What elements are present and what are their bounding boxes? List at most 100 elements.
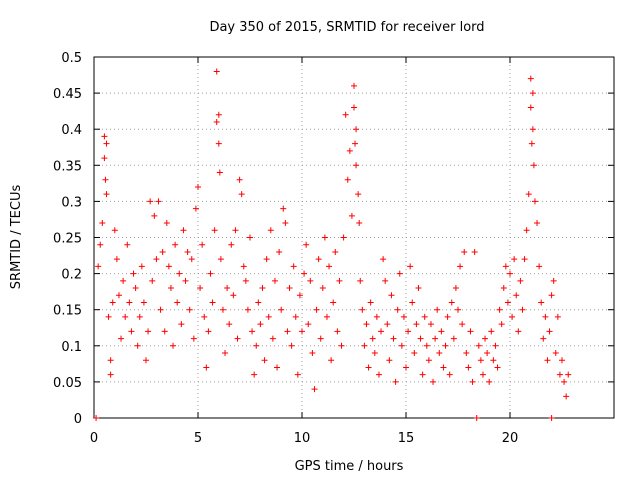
data-point	[276, 248, 283, 255]
x-tick-label: 20	[502, 431, 519, 446]
data-point	[548, 292, 555, 299]
data-point	[361, 342, 368, 349]
data-point	[500, 285, 507, 292]
data-point	[157, 306, 164, 313]
data-point	[356, 220, 363, 227]
data-point	[305, 321, 312, 328]
data-point	[536, 263, 543, 270]
x-axis-label: GPS time / hours	[295, 459, 404, 474]
data-point	[234, 335, 241, 342]
data-point	[400, 313, 407, 320]
data-point	[561, 378, 568, 385]
data-point	[328, 357, 335, 364]
x-tick-label: 5	[194, 431, 202, 446]
y-tick-label: 0.5	[61, 51, 82, 66]
data-point	[427, 321, 434, 328]
data-point	[138, 263, 145, 270]
data-point	[353, 162, 360, 169]
y-tick-label: 0.45	[53, 87, 82, 102]
data-point	[240, 263, 247, 270]
data-point	[330, 299, 337, 306]
data-point	[509, 313, 516, 320]
grid	[94, 57, 614, 418]
data-point	[151, 212, 158, 219]
data-point	[450, 335, 457, 342]
data-point	[529, 126, 536, 133]
data-point	[340, 234, 347, 241]
data-point	[348, 212, 355, 219]
y-tick-label: 0.35	[53, 159, 82, 174]
data-point	[307, 277, 314, 284]
data-point	[282, 220, 289, 227]
data-point	[477, 357, 484, 364]
data-point	[444, 313, 451, 320]
data-point	[373, 313, 380, 320]
data-point	[490, 357, 497, 364]
data-point	[523, 227, 530, 234]
data-point	[190, 335, 197, 342]
data-point	[107, 357, 114, 364]
data-point	[288, 342, 295, 349]
data-point	[434, 306, 441, 313]
data-point	[448, 299, 455, 306]
data-point	[301, 270, 308, 277]
data-point	[346, 147, 353, 154]
data-point	[423, 342, 430, 349]
data-point	[479, 371, 486, 378]
data-point	[417, 335, 424, 342]
data-point	[244, 306, 251, 313]
data-point	[232, 227, 239, 234]
data-point	[351, 104, 357, 111]
data-point	[101, 155, 108, 162]
data-point	[280, 205, 287, 212]
data-point	[378, 328, 385, 335]
data-point	[255, 299, 262, 306]
data-point	[407, 263, 414, 270]
data-point	[167, 285, 174, 292]
data-point	[238, 191, 245, 198]
data-point	[182, 277, 189, 284]
data-point	[163, 220, 170, 227]
data-point	[425, 357, 432, 364]
data-point	[463, 350, 470, 357]
data-point	[201, 313, 208, 320]
data-point	[242, 277, 249, 284]
data-point	[257, 321, 264, 328]
data-point	[484, 350, 491, 357]
data-point	[134, 342, 141, 349]
data-point	[215, 111, 222, 118]
data-point	[534, 220, 541, 227]
data-point	[421, 313, 428, 320]
x-tick-labels: 0 5 10 15 20	[90, 431, 518, 446]
data-point	[224, 285, 231, 292]
y-tick-label: 0.1	[61, 340, 82, 355]
data-point	[143, 357, 149, 364]
data-point	[352, 140, 359, 147]
data-point	[253, 342, 260, 349]
data-point	[195, 183, 201, 190]
data-point	[159, 248, 166, 255]
data-point	[113, 256, 120, 263]
data-point	[457, 263, 464, 270]
data-point	[93, 415, 100, 421]
data-point	[286, 285, 293, 292]
data-point	[521, 256, 528, 263]
data-point	[411, 350, 418, 357]
data-point	[504, 299, 511, 306]
data-point	[209, 299, 216, 306]
data-point	[184, 248, 191, 255]
data-point	[334, 328, 341, 335]
data-point	[398, 342, 405, 349]
data-point	[405, 328, 412, 335]
data-point	[311, 386, 318, 393]
data-point	[554, 313, 561, 320]
data-point	[365, 364, 372, 371]
data-point	[228, 241, 235, 248]
data-point	[267, 227, 274, 234]
data-point	[309, 350, 316, 357]
data-point	[363, 321, 370, 328]
data-point	[342, 111, 349, 118]
data-point	[546, 328, 553, 335]
data-point	[290, 263, 297, 270]
